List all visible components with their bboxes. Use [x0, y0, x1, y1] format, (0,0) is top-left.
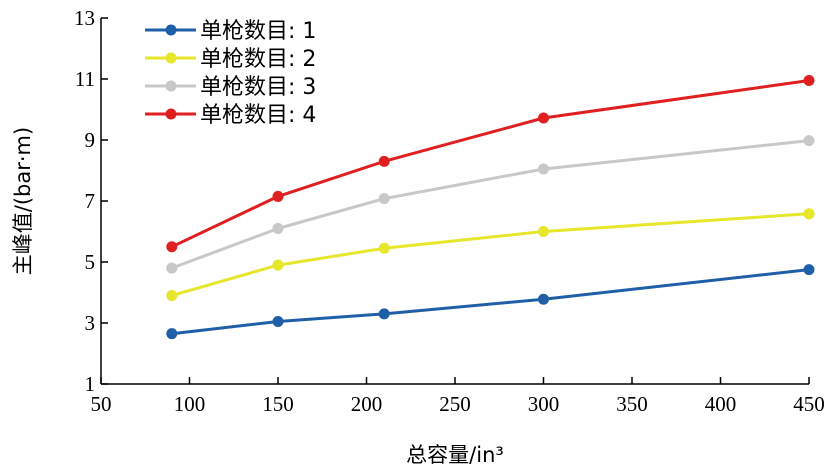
- data-point: [378, 155, 390, 167]
- y-tick-label: 11: [75, 67, 95, 91]
- series-line: [171, 139, 810, 270]
- x-axis-title: 总容量/in³: [406, 443, 504, 467]
- x-tick-label: 350: [616, 392, 648, 416]
- y-tick-label: 13: [74, 6, 95, 30]
- data-point: [538, 163, 549, 175]
- data-point: [803, 135, 815, 147]
- data-point: [378, 242, 390, 254]
- series-group: [166, 208, 815, 302]
- legend: 单枪数目: 1 单枪数目: 2 单枪数目: 3 单枪数目: 4: [145, 19, 316, 128]
- y-tick-label: 1: [85, 372, 96, 396]
- series-group: [166, 135, 815, 274]
- legend-label: 单枪数目: 1: [200, 19, 316, 44]
- x-tick-label: 400: [705, 392, 737, 416]
- x-tick-label: 200: [351, 392, 383, 416]
- data-point: [538, 112, 549, 124]
- data-point: [272, 259, 284, 271]
- x-tick-label: 50: [91, 392, 112, 416]
- x-tick-label: 150: [262, 392, 294, 416]
- data-point: [166, 241, 178, 253]
- data-point: [803, 264, 815, 276]
- x-tick-label: 250: [439, 392, 471, 416]
- y-tick-label: 5: [85, 250, 96, 274]
- legend-swatch-marker: [165, 52, 177, 64]
- legend-label: 单枪数目: 2: [200, 47, 316, 72]
- data-point: [272, 190, 284, 202]
- legend-item: 单枪数目: 4: [145, 103, 316, 128]
- data-point: [538, 226, 549, 237]
- data-point: [166, 262, 178, 274]
- series-lines: [166, 75, 815, 340]
- data-point: [378, 308, 390, 320]
- y-tick-label: 7: [85, 189, 96, 213]
- y-axis-title: 主峰值/(bar·m): [11, 127, 35, 275]
- data-point: [803, 208, 815, 220]
- x-tick-label: 100: [174, 392, 206, 416]
- data-point: [166, 290, 178, 302]
- legend-swatch-marker: [165, 108, 177, 120]
- data-point: [803, 75, 815, 87]
- series-line: [171, 268, 810, 336]
- y-tick-label: 3: [85, 311, 96, 335]
- x-tick-label: 450: [793, 392, 825, 416]
- data-point: [166, 328, 178, 340]
- legend-item: 单枪数目: 3: [145, 75, 316, 100]
- data-point: [538, 293, 549, 305]
- y-tick-label: 9: [85, 128, 96, 152]
- series-group: [166, 264, 815, 340]
- series-group: [166, 75, 815, 253]
- data-point: [272, 315, 284, 327]
- legend-swatch-marker: [165, 80, 177, 92]
- legend-item: 单枪数目: 2: [145, 47, 316, 72]
- legend-swatch-marker: [165, 24, 177, 36]
- series-line: [171, 212, 810, 298]
- legend-item: 单枪数目: 1: [145, 19, 316, 44]
- data-point: [272, 222, 284, 234]
- data-point: [378, 193, 390, 205]
- legend-label: 单枪数目: 3: [200, 75, 316, 100]
- x-tick-label: 300: [528, 392, 560, 416]
- legend-label: 单枪数目: 4: [200, 103, 316, 128]
